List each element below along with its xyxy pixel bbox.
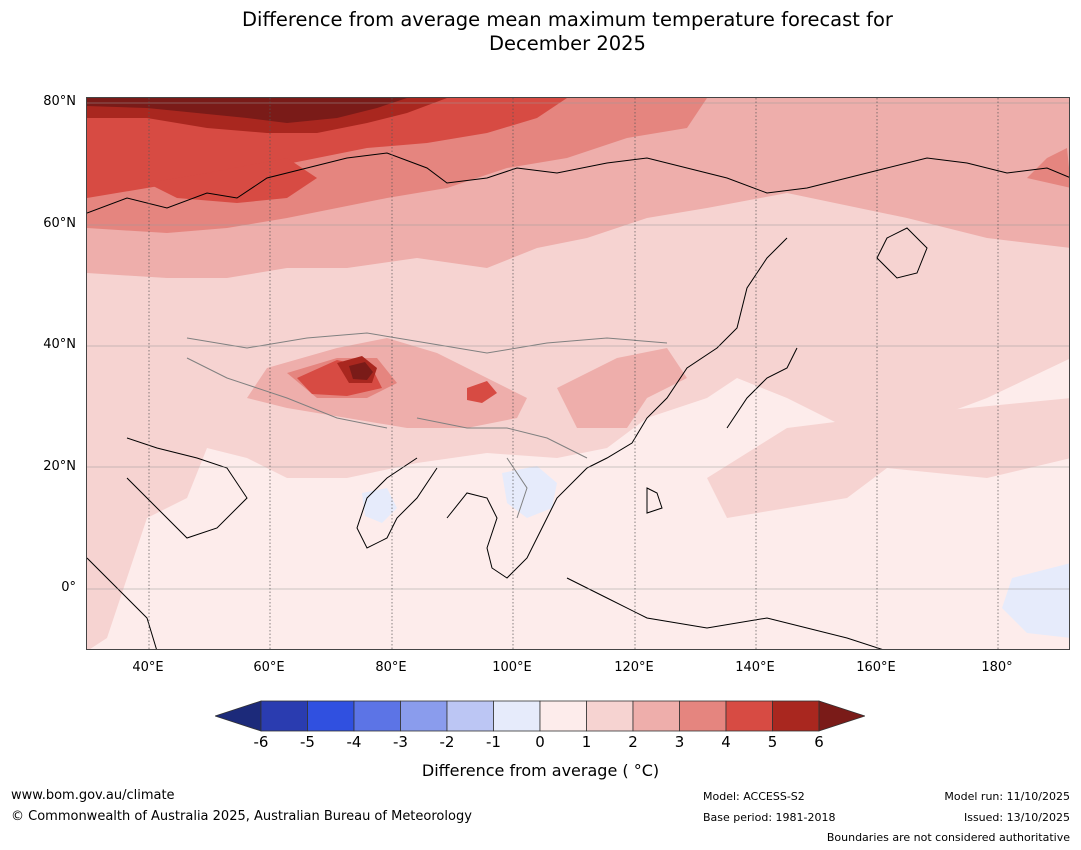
- colorbar-tick-label: -1: [486, 733, 501, 751]
- coastline-eastasia: [586, 237, 788, 469]
- issued-date: Issued: 13/10/2025: [963, 811, 1070, 824]
- coastline-taiwan: [646, 487, 663, 514]
- colorbar-tick-label: -2: [439, 733, 455, 751]
- anomaly-6plus-arctic: [87, 98, 407, 123]
- anomaly-2-3-china: [557, 348, 687, 428]
- colorbar-tick-label: 1: [581, 733, 592, 751]
- lat-label-40n: 40°N: [43, 337, 76, 352]
- colorbar-tick-label: 6: [814, 733, 824, 751]
- lat-label-20n: 20°N: [43, 459, 76, 474]
- anomaly-1-2-pacific: [707, 398, 1069, 518]
- colorbar-tick-label: -6: [253, 733, 269, 751]
- anomaly-3-4-east: [1027, 148, 1069, 188]
- colorbar-swatch: [586, 700, 634, 732]
- colorbar-swatch: [260, 700, 308, 732]
- anomaly-negative-pacific: [1002, 563, 1069, 638]
- boundaries-disclaimer: Boundaries are not considered authoritat…: [826, 831, 1070, 844]
- country-borders: [186, 332, 668, 519]
- anomaly-6plus-highland: [349, 362, 373, 380]
- colorbar-swatch: [353, 700, 401, 732]
- coastline-arctic: [87, 152, 1069, 214]
- coastline-indochina: [446, 467, 588, 579]
- lat-label-80n: 80°N: [43, 94, 76, 109]
- colorbar-label: Difference from average ( °C): [421, 761, 660, 780]
- map-title: Difference from average mean maximum tem…: [0, 8, 1081, 56]
- border-indochina: [506, 457, 528, 519]
- coastline-japan: [726, 347, 798, 429]
- colorbar-tick-label: -3: [393, 733, 408, 751]
- lon-label-40e: 40°E: [132, 660, 164, 675]
- lat-label-equator: 0°: [61, 580, 76, 595]
- colorbar-swatch: [772, 700, 820, 732]
- title-line-1: Difference from average mean maximum tem…: [242, 8, 893, 31]
- map-canvas: [87, 98, 1069, 649]
- coastlines: [87, 152, 1069, 649]
- title-line-2: December 2025: [489, 32, 646, 55]
- colorbar-tick-label: 5: [767, 733, 778, 751]
- model-run-date: Model run: 11/10/2025: [944, 790, 1070, 803]
- lon-label-60e: 60°E: [253, 660, 285, 675]
- coastline-maritime-se: [566, 577, 883, 649]
- latitude-gridlines: [87, 102, 1069, 590]
- colorbar-swatch: [400, 700, 448, 732]
- website-link[interactable]: www.bom.gov.au/climate: [11, 788, 175, 803]
- colorbar-tick-label: 4: [721, 733, 731, 751]
- anomaly-4-5-west: [147, 158, 317, 203]
- copyright-text: © Commonwealth of Australia 2025, Austra…: [11, 809, 472, 824]
- colorbar-tick-label: 2: [628, 733, 638, 751]
- lon-label-80e: 80°E: [375, 660, 407, 675]
- lon-label-100e: 100°E: [492, 660, 532, 675]
- colorbar-swatch: [725, 700, 773, 732]
- anomaly-negative-india: [362, 488, 397, 523]
- colorbar-extend-low: [213, 700, 262, 732]
- colorbar-tick-label: -5: [300, 733, 315, 751]
- colorbar-swatch: [307, 700, 355, 732]
- colorbar-tick-label: -4: [346, 733, 362, 751]
- border-south: [416, 417, 588, 459]
- colorbar-swatch: [493, 700, 541, 732]
- lon-label-180: 180°: [981, 660, 1013, 675]
- colorbar-swatch: [679, 700, 727, 732]
- colorbar-swatch: [539, 700, 587, 732]
- coastline-africa: [87, 557, 157, 649]
- border-north: [186, 332, 668, 354]
- lon-label-140e: 140°E: [735, 660, 775, 675]
- forecast-map: [86, 97, 1070, 650]
- coastline-arabia: [126, 437, 248, 539]
- colorbar-swatch: [632, 700, 680, 732]
- anomaly-negative-indochina: [502, 466, 557, 518]
- colorbar-tick-label: 3: [674, 733, 685, 751]
- anomaly-4-5-tibet: [467, 381, 497, 403]
- colorbar-swatch: [446, 700, 494, 732]
- model-name: Model: ACCESS-S2: [703, 790, 805, 803]
- colorbar: [213, 700, 867, 732]
- colorbar-svg: [213, 700, 867, 732]
- colorbar-tick-label: 0: [535, 733, 545, 751]
- longitude-gridlines: [148, 98, 999, 649]
- lon-label-160e: 160°E: [856, 660, 896, 675]
- border-west: [186, 357, 388, 429]
- coastline-kamchatka: [876, 227, 928, 279]
- lon-label-120e: 120°E: [614, 660, 654, 675]
- base-period: Base period: 1981-2018: [703, 811, 836, 824]
- lat-label-60n: 60°N: [43, 216, 76, 231]
- coastline-india: [356, 457, 438, 549]
- colorbar-extend-high: [818, 700, 867, 732]
